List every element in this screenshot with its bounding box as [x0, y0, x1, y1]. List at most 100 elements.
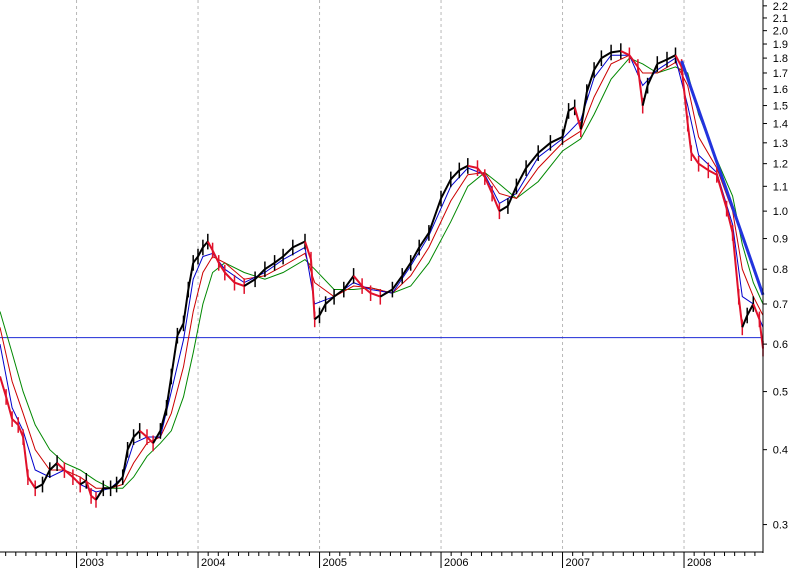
y-tick-label: 1.3: [773, 138, 788, 150]
price-segment: [324, 295, 335, 305]
price-segment: [690, 152, 700, 165]
x-year-label: 2005: [323, 557, 347, 569]
price-segment: [146, 436, 154, 444]
price-segment: [85, 480, 93, 497]
price-segment: [0, 376, 8, 398]
price-segment: [115, 476, 124, 486]
price-segment: [217, 262, 226, 274]
price-segment: [254, 268, 266, 280]
price-segment: [17, 424, 25, 438]
price-segment: [568, 106, 576, 112]
price-segment: [165, 376, 173, 408]
price-segment: [11, 418, 19, 426]
price-segment: [49, 462, 58, 471]
price-segment: [264, 261, 276, 271]
price-segment: [698, 162, 709, 172]
price-and-averages: [0, 43, 764, 508]
price-segment: [342, 275, 355, 291]
moving-average-long: [0, 57, 764, 489]
price-segment: [656, 58, 668, 65]
price-segment: [274, 255, 284, 264]
y-tick-label: 1.1: [773, 181, 788, 193]
price-segment: [483, 176, 494, 194]
price-segment: [243, 278, 256, 287]
price-segment: [314, 314, 321, 321]
price-segment: [498, 205, 509, 212]
x-year-label: 2008: [687, 557, 711, 569]
price-segment: [159, 407, 168, 432]
price-segment: [573, 107, 582, 130]
price-segment: [72, 476, 81, 486]
price-segment: [725, 208, 734, 234]
price-segment: [304, 241, 312, 260]
price-segment: [707, 169, 718, 176]
y-tick-label: 0.6: [773, 339, 788, 351]
price-segment: [361, 285, 372, 294]
x-year-label: 2007: [566, 557, 590, 569]
price-segment: [79, 479, 87, 486]
price-segment: [561, 110, 570, 138]
price-segment: [63, 469, 74, 478]
price-segment: [176, 322, 185, 337]
price-segment: [731, 232, 740, 297]
price-segment: [5, 396, 14, 420]
y-tick-label: 1.4: [773, 119, 788, 131]
price-segment: [27, 476, 37, 489]
y-tick-label: 1.9: [773, 39, 788, 51]
y-tick-label: 2.2: [773, 1, 788, 13]
price-segment: [525, 152, 539, 169]
price-segment: [752, 303, 761, 320]
y-tick-label: 1.6: [773, 84, 788, 96]
price-segment: [467, 164, 478, 169]
downtrend-line: [680, 60, 765, 296]
price-segment: [197, 246, 204, 257]
price-segment: [715, 174, 728, 209]
price-segment: [476, 167, 486, 178]
x-axis: 2003 2004 2005 2006 2007 2008: [5, 552, 756, 569]
y-tick-label: 2.1: [773, 13, 788, 25]
price-segment: [139, 430, 148, 438]
price-segment: [549, 136, 563, 144]
price-segment: [600, 51, 612, 59]
y-tick-label: 2.0: [773, 26, 788, 38]
price-segment: [409, 246, 421, 264]
price-segment: [282, 246, 294, 258]
price-segment: [41, 469, 51, 485]
y-tick-label: 0.4: [773, 445, 788, 457]
y-tick-label: 1.7: [773, 68, 788, 80]
y-tick-label: 0.8: [773, 264, 788, 276]
price-segment: [211, 249, 220, 264]
price-segment: [680, 66, 689, 124]
y-tick-label: 1.0: [773, 206, 788, 218]
price-segment: [206, 241, 214, 251]
y-tick-label: 1.8: [773, 53, 788, 65]
price-segment: [674, 54, 683, 68]
price-segment: [620, 50, 630, 57]
x-year-label: 2004: [201, 557, 225, 569]
price-segment: [95, 487, 105, 501]
price-segment: [110, 483, 118, 490]
price-segment: [152, 430, 162, 444]
x-year-label: 2006: [444, 557, 468, 569]
price-segment: [132, 430, 141, 438]
price-segment: [440, 178, 452, 199]
price-segment: [126, 436, 135, 451]
price-segment: [187, 262, 195, 290]
price-segment: [192, 255, 199, 264]
y-tick-label: 0.7: [773, 299, 788, 311]
price-segment: [506, 185, 518, 207]
price-segment: [458, 164, 469, 172]
price-segment: [352, 275, 363, 287]
y-tick-label: 0.3: [773, 520, 788, 532]
price-segment: [224, 271, 236, 284]
price-segment: [401, 262, 412, 277]
price-segment: [90, 495, 97, 501]
price-segment: [318, 303, 327, 316]
x-year-label: 2003: [80, 557, 104, 569]
price-segment: [579, 91, 588, 130]
price-segment: [121, 449, 129, 478]
price-segment: [628, 54, 639, 68]
price-segment: [636, 66, 644, 106]
trend-line: [680, 60, 765, 296]
